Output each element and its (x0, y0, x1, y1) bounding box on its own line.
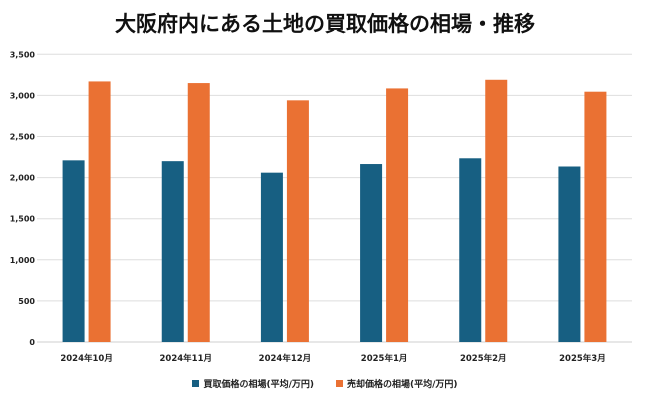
bar-buy (161, 161, 184, 342)
bar-buy (360, 164, 383, 342)
bar-buy (558, 166, 581, 342)
legend-item-buy: 買取価格の相場(平均/万円) (192, 377, 314, 390)
x-tick-label: 2025年1月 (361, 353, 408, 364)
y-tick-label: 3,500 (10, 50, 36, 59)
x-tick-label: 2024年12月 (259, 353, 312, 364)
legend-label-buy: 買取価格の相場(平均/万円) (203, 380, 314, 390)
x-tick-label: 2024年10月 (60, 353, 113, 364)
y-tick-label: 1,000 (10, 256, 36, 265)
bar-sell (485, 79, 508, 343)
bar-sell (286, 100, 309, 342)
y-tick-label: 2,500 (10, 133, 36, 142)
x-tick-label: 2025年2月 (460, 353, 507, 364)
y-tick-label: 500 (18, 297, 35, 306)
y-tick-label: 0 (29, 338, 35, 347)
legend-label-sell: 売却価格の相場(平均/万円) (347, 380, 458, 390)
legend: 買取価格の相場(平均/万円) 売却価格の相場(平均/万円) (0, 377, 650, 390)
legend-swatch-buy (192, 380, 200, 387)
bar-buy (260, 172, 283, 342)
y-tick-label: 2,000 (10, 174, 36, 183)
y-tick-label: 3,000 (10, 91, 36, 100)
x-tick-label: 2025年3月 (559, 353, 606, 364)
bar-buy (62, 160, 85, 342)
legend-swatch-sell (336, 380, 343, 387)
bar-sell (88, 81, 111, 343)
bar-sell (386, 88, 409, 343)
y-tick-label: 1,500 (10, 215, 36, 224)
bar-sell (584, 91, 607, 343)
x-tick-label: 2024年11月 (160, 353, 213, 364)
chart-title: 大阪府内にある土地の買取価格の相場・推移 (115, 12, 535, 36)
bar-sell (187, 83, 210, 342)
legend-item-sell: 売却価格の相場(平均/万円) (336, 377, 458, 390)
bar-buy (459, 158, 482, 342)
